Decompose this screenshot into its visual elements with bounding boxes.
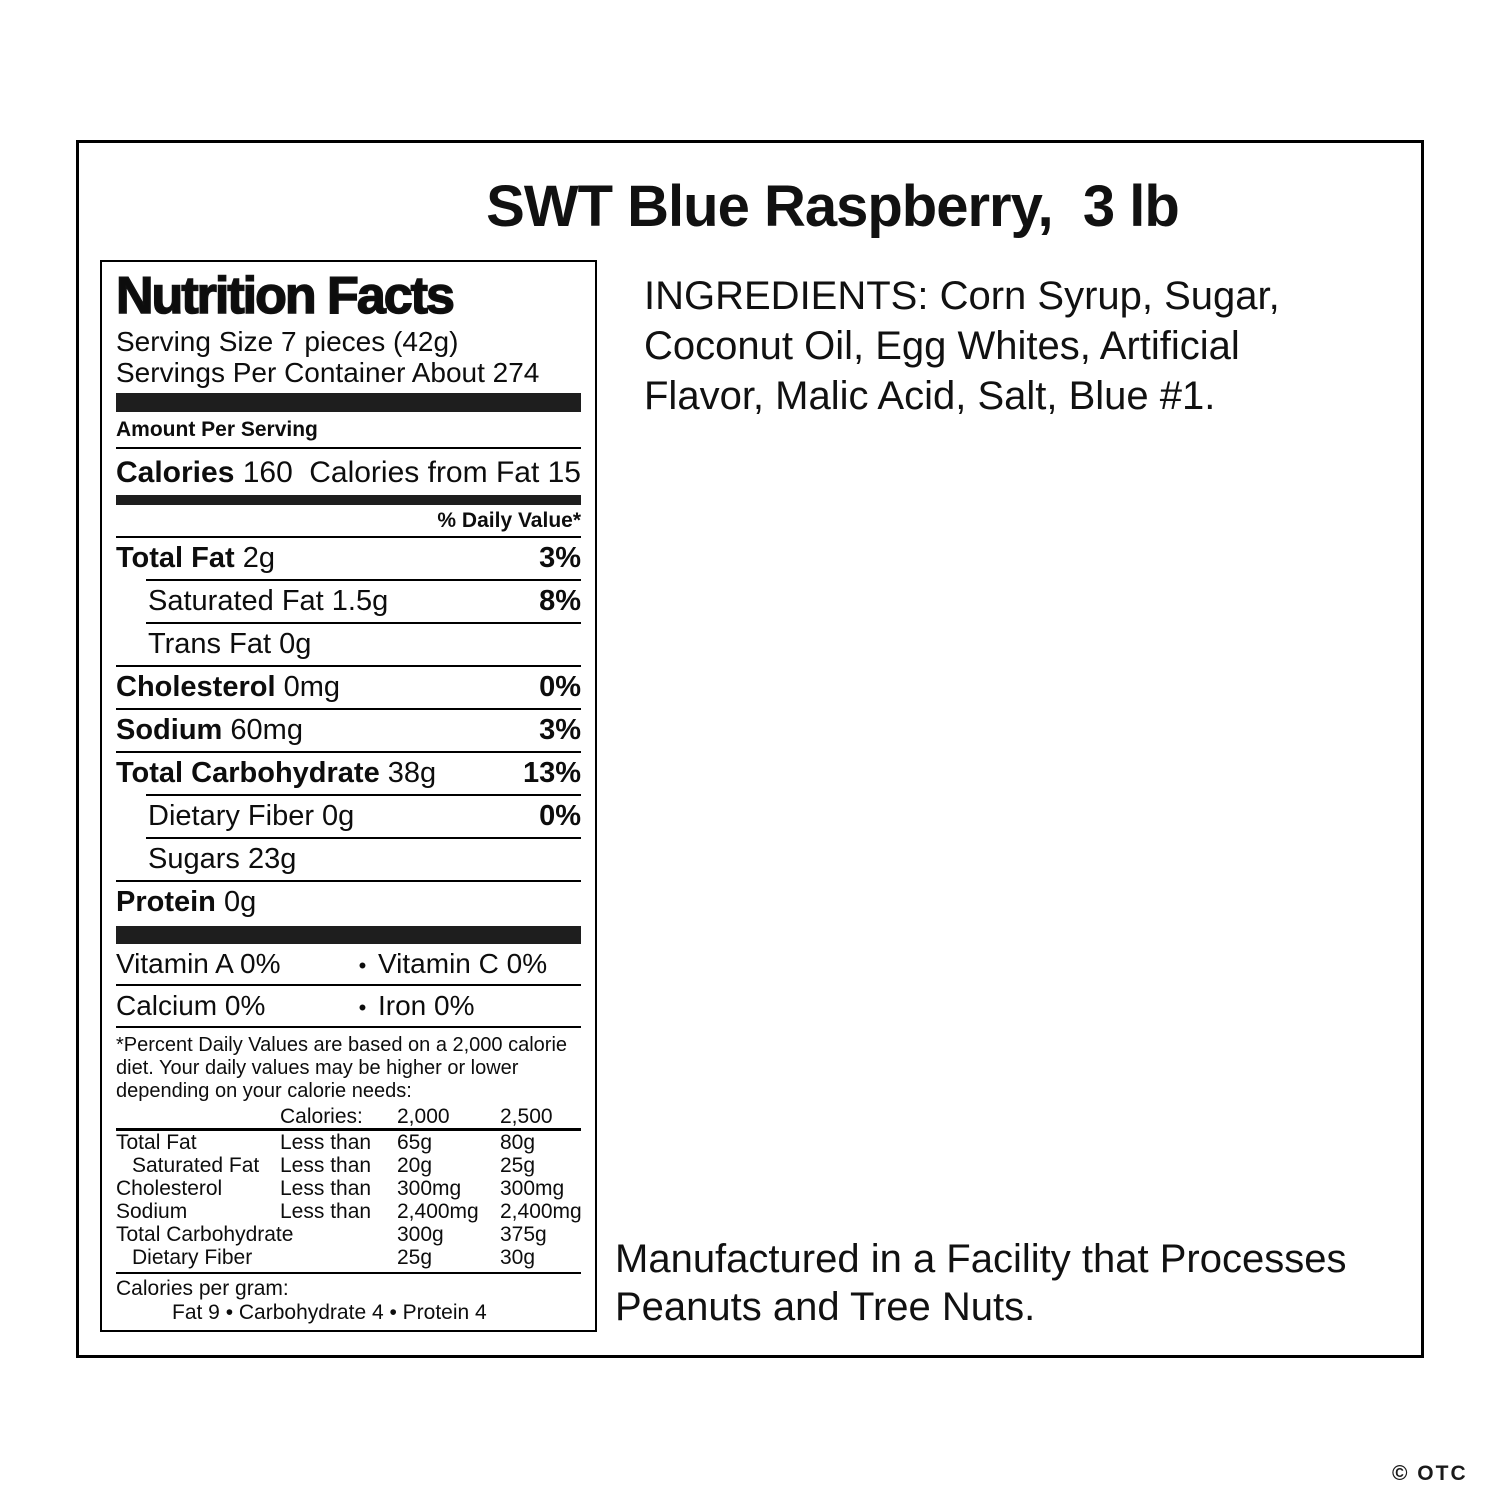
dv-cell: 65g: [397, 1131, 433, 1154]
dv-cell: Dietary Fiber: [132, 1246, 253, 1269]
nutrient-row: Total Carbohydrate 38g 13%: [116, 753, 581, 794]
dv-cell: Cholesterol: [116, 1177, 223, 1200]
nutrient-row: Cholesterol 0mg 0%: [116, 667, 581, 708]
dv-table-header: Calories: 2,000 2,500: [116, 1103, 581, 1128]
nutrient-name: Saturated Fat 1.5g: [148, 585, 389, 617]
nutrition-facts-heading: Nutrition Facts: [115, 266, 455, 326]
separator: [146, 837, 581, 839]
separator: [116, 1026, 581, 1028]
calories-per-gram-label: Calories per gram:: [116, 1277, 289, 1300]
nutrient-daily-value: 0%: [539, 800, 581, 832]
vitamin-left: Calcium 0%: [116, 990, 266, 1021]
dv-cell: 300mg: [500, 1177, 565, 1200]
nutrient-name: Dietary Fiber 0g: [148, 800, 355, 832]
calories-from-fat: Calories from Fat 15: [309, 456, 581, 489]
nutrient-row: Protein 0g: [116, 882, 581, 923]
dv-cell: 375g: [500, 1223, 547, 1246]
daily-value-header: % Daily Value*: [437, 509, 581, 532]
serving-size: Serving Size 7 pieces (42g): [116, 326, 459, 357]
dv-cell: 80g: [500, 1131, 536, 1154]
nutrient-daily-value: 3%: [539, 714, 581, 746]
nutrient-row: Saturated Fat 1.5g 8%: [116, 581, 581, 622]
nutrient-row: Sugars 23g: [116, 839, 581, 880]
nutrient-name: Cholesterol 0mg: [116, 671, 341, 703]
nutrient-row: Trans Fat 0g: [116, 624, 581, 665]
separator: [116, 1272, 581, 1274]
dv-table-rows: Total Fat Less than 65g 80g Saturated Fat Les…: [116, 1131, 582, 1269]
calories-per-gram-values: Fat 9 • Carbohydrate 4 • Protein 4: [172, 1301, 487, 1324]
calories-row: Calories 160 Calories from Fat 15: [116, 449, 581, 490]
dv-cell: 2,400mg: [397, 1200, 479, 1223]
nutrient-daily-value: 0%: [539, 671, 581, 703]
vitamin-right: Vitamin C 0%: [378, 948, 548, 979]
nutrient-name: Total Fat 2g: [116, 542, 276, 574]
allergen-statement: Manufactured in a Facility that Processe…: [615, 1237, 1347, 1329]
dv-header-cell: 2,500: [500, 1105, 553, 1128]
dv-cell: Less than: [280, 1177, 372, 1200]
nutrient-rows: Total Fat 2g 3% Saturated Fat 1.5g 8% Trans …: [116, 538, 581, 923]
vitamin-row: Calcium 0% • Iron 0%: [116, 986, 581, 1026]
dv-cell: Total Carbohydrate: [116, 1223, 294, 1246]
dv-cell: 300mg: [397, 1177, 462, 1200]
product-title: SWT Blue Raspberry, 3 lb: [486, 174, 1180, 239]
dv-cell: [280, 1223, 397, 1246]
vitamin-row: Vitamin A 0% • Vitamin C 0%: [116, 944, 581, 984]
nutrient-name: Sodium 60mg: [116, 714, 303, 746]
dv-cell: Total Fat: [116, 1131, 197, 1154]
separator: [116, 447, 581, 449]
separator: [116, 536, 581, 538]
otc-watermark: © OTC: [1392, 1462, 1468, 1485]
vitamin-rows: Vitamin A 0% • Vitamin C 0% Calcium 0% • Iron…: [116, 944, 581, 1028]
dv-header-cell: [116, 1105, 280, 1128]
nutrient-daily-value: 3%: [539, 542, 581, 574]
nutrient-row: Sodium 60mg 3%: [116, 710, 581, 751]
nutrition-facts-panel: Nutrition Facts Serving Size 7 pieces (4…: [100, 260, 597, 1332]
separator: [146, 794, 581, 796]
separator: [116, 984, 581, 986]
label-border-box: SWT Blue Raspberry, 3 lb Nutrition Facts…: [76, 140, 1424, 1358]
servings-per-container: Servings Per Container About 274: [116, 357, 540, 388]
dv-cell: Sodium: [116, 1200, 188, 1223]
divider-bar-thick: [116, 926, 581, 944]
nutrient-daily-value: 13%: [522, 757, 581, 789]
calories-amount: Calories 160: [116, 456, 293, 489]
bullet-separator: •: [358, 995, 367, 1020]
dv-cell: Less than: [280, 1200, 372, 1223]
bullet-separator: •: [358, 953, 367, 978]
dv-cell: 2,400mg: [500, 1200, 582, 1223]
dv-cell: 20g: [397, 1154, 433, 1177]
dv-header-cell: 2,000: [397, 1105, 450, 1128]
dv-cell: Less than: [280, 1154, 372, 1177]
dv-cell: 30g: [500, 1246, 536, 1269]
separator: [116, 708, 581, 710]
nutrient-name: Protein 0g: [116, 886, 257, 918]
separator-heavy: [116, 1128, 581, 1131]
dv-cell: [280, 1246, 397, 1269]
daily-values-footnote: *Percent Daily Values are based on a 2,0…: [116, 1034, 568, 1102]
dv-cell: 25g: [397, 1246, 433, 1269]
nutrient-name: Trans Fat 0g: [148, 628, 312, 660]
dv-header-cell: Calories:: [280, 1105, 363, 1128]
divider-bar-medium: [116, 495, 581, 505]
nutrient-daily-value: 8%: [539, 585, 581, 617]
dv-cell: Saturated Fat: [132, 1154, 260, 1177]
separator: [146, 622, 581, 624]
ingredients-text: INGREDIENTS: Corn Syrup, Sugar, Coconut …: [644, 274, 1280, 418]
nutrient-name: Total Carbohydrate 38g: [116, 757, 437, 789]
nutrient-row: Total Fat 2g 3%: [116, 538, 581, 579]
nutrient-name: Sugars 23g: [148, 843, 297, 875]
separator: [116, 665, 581, 667]
dv-cell: 25g: [500, 1154, 536, 1177]
separator: [116, 751, 581, 753]
vitamin-right: Iron 0%: [378, 990, 475, 1021]
divider-bar-thick: [116, 393, 581, 412]
dv-cell: 300g: [397, 1223, 444, 1246]
dv-cell: Less than: [280, 1131, 372, 1154]
separator: [146, 579, 581, 581]
nutrient-row: Dietary Fiber 0g 0%: [116, 796, 581, 837]
amount-per-serving-label: Amount Per Serving: [116, 418, 318, 441]
separator: [116, 880, 581, 882]
vitamin-left: Vitamin A 0%: [116, 948, 281, 979]
